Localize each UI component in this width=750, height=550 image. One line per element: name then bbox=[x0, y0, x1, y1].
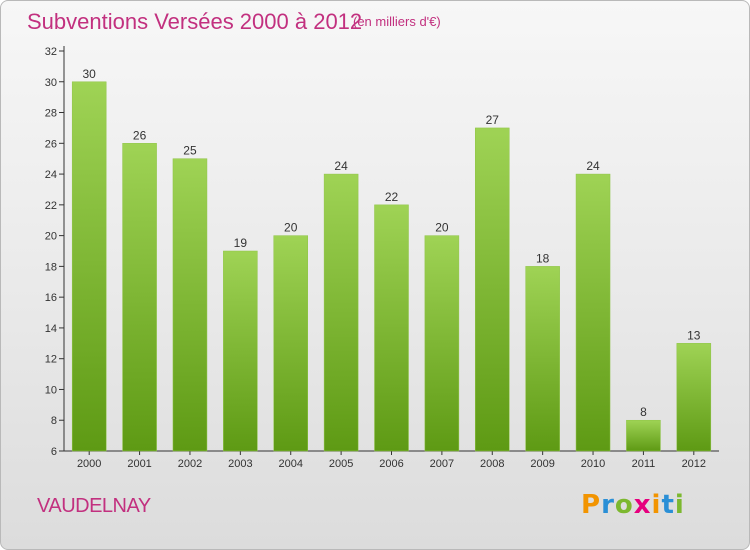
chart-unit: (en milliers d'€) bbox=[353, 14, 441, 29]
bar bbox=[676, 343, 712, 452]
y-tick-label: 22 bbox=[45, 200, 57, 212]
bar-value-label: 25 bbox=[183, 144, 197, 158]
x-tick-label: 2008 bbox=[480, 458, 504, 470]
y-tick-label: 12 bbox=[45, 354, 57, 366]
bar bbox=[424, 235, 460, 452]
x-tick-label: 2011 bbox=[632, 458, 656, 470]
x-tick-label: 2005 bbox=[329, 458, 353, 470]
logo-letter: t bbox=[661, 490, 675, 520]
bar-value-label: 24 bbox=[334, 159, 348, 173]
logo-letter: i bbox=[651, 490, 662, 520]
bar bbox=[71, 81, 107, 452]
logo-letter: r bbox=[601, 490, 615, 520]
x-tick-label: 2004 bbox=[278, 458, 302, 470]
x-tick-label: 2002 bbox=[178, 458, 202, 470]
proxiti-logo: Proxiti bbox=[581, 490, 685, 520]
x-tick-label: 2012 bbox=[682, 458, 706, 470]
y-tick-label: 28 bbox=[45, 108, 57, 120]
bar-value-label: 24 bbox=[586, 159, 600, 173]
x-tick-label: 2010 bbox=[581, 458, 605, 470]
axes: 6 8 10 12 14 16 18 20 22 24 26 28 30 32 2000 2001 2002 20… bbox=[45, 46, 719, 470]
y-tick-label: 10 bbox=[45, 384, 57, 396]
y-tick-label: 26 bbox=[45, 138, 57, 150]
bar bbox=[374, 204, 409, 452]
bar-value-label: 18 bbox=[536, 251, 550, 265]
y-tick-label: 6 bbox=[51, 446, 57, 458]
y-tick-label: 8 bbox=[51, 415, 57, 427]
x-tick-label: 2009 bbox=[530, 458, 554, 470]
x-tick-label: 2003 bbox=[228, 458, 252, 470]
y-tick-label: 16 bbox=[45, 292, 57, 304]
bars: 30 26 25 19 20 24 22 20 27 18 24 8 13 bbox=[71, 67, 712, 452]
y-tick-label: 14 bbox=[45, 323, 57, 335]
bar bbox=[626, 419, 661, 452]
y-tick-label: 24 bbox=[45, 169, 57, 181]
bar bbox=[575, 173, 611, 452]
x-tick-label: 2006 bbox=[379, 458, 403, 470]
commune-name: VAUDELNAY bbox=[37, 495, 151, 517]
bar-value-label: 13 bbox=[687, 328, 701, 342]
x-tick-label: 2001 bbox=[127, 458, 151, 470]
x-tick-label: 2007 bbox=[430, 458, 454, 470]
bar-value-label: 26 bbox=[133, 128, 147, 142]
logo-letter: P bbox=[581, 490, 602, 520]
bar bbox=[223, 250, 258, 452]
bar-value-label: 20 bbox=[435, 221, 449, 235]
bar-value-label: 27 bbox=[486, 113, 500, 127]
logo-letter: i bbox=[674, 490, 685, 520]
logo-letter: o bbox=[614, 490, 634, 520]
bar bbox=[172, 158, 208, 452]
x-tick-label: 2000 bbox=[77, 458, 101, 470]
bar-value-label: 30 bbox=[83, 67, 97, 81]
bar bbox=[122, 143, 157, 452]
bar bbox=[525, 266, 560, 452]
y-tick-label: 20 bbox=[45, 231, 57, 243]
bar bbox=[323, 173, 359, 452]
bar-value-label: 8 bbox=[640, 405, 647, 419]
logo-letter: x bbox=[633, 490, 652, 520]
y-tick-label: 32 bbox=[45, 46, 57, 58]
y-tick-label: 18 bbox=[45, 261, 57, 273]
bar bbox=[475, 127, 510, 452]
bar-value-label: 20 bbox=[284, 221, 298, 235]
bar-value-label: 22 bbox=[385, 190, 399, 204]
bar-value-label: 19 bbox=[234, 236, 248, 250]
chart-title: Subventions Versées 2000 à 2012 bbox=[27, 9, 363, 34]
y-tick-label: 30 bbox=[45, 77, 57, 89]
bar bbox=[273, 235, 308, 452]
